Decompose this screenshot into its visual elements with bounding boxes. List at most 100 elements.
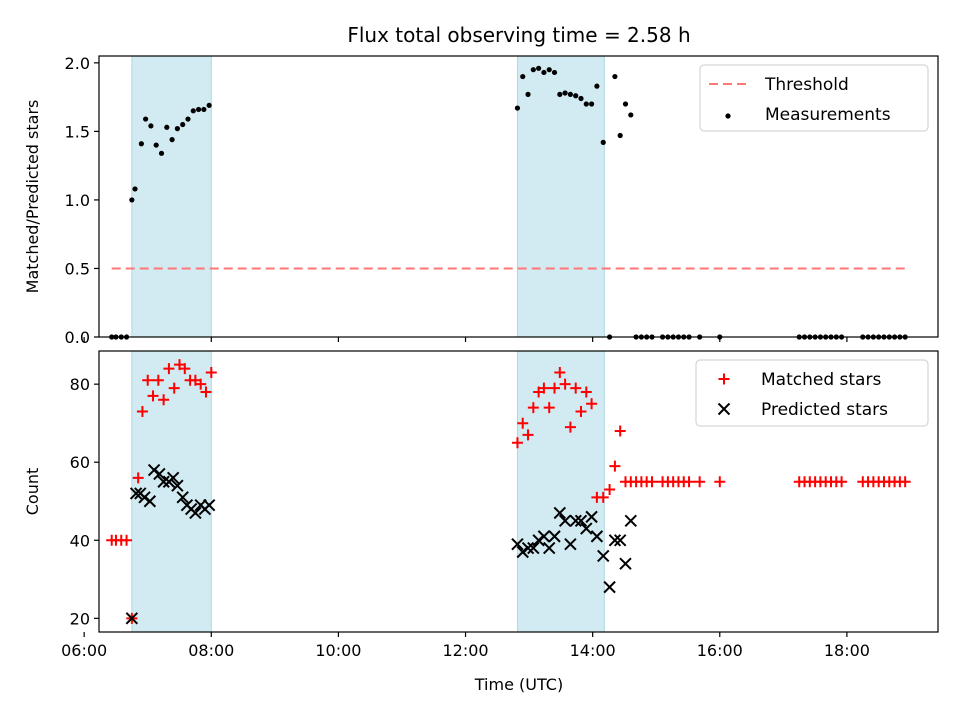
measurement-point (206, 102, 212, 108)
matched-point (147, 390, 159, 402)
measurement-point (594, 83, 600, 89)
measurement-point (180, 121, 186, 128)
legend-label: Threshold (764, 75, 849, 95)
legend-predicted-swatch (717, 402, 731, 416)
measurement-point (164, 124, 170, 130)
plot-frame (98, 350, 939, 633)
predicted-point (553, 506, 567, 520)
predicted-point (574, 514, 588, 527)
predicted-point (569, 514, 582, 527)
matched-point (714, 476, 726, 488)
x-tick-label: 16:00 (697, 641, 743, 660)
matched-point (132, 472, 144, 484)
measurement-point (190, 108, 196, 114)
matched-point (121, 534, 133, 546)
measurement-point (201, 106, 207, 113)
measurement-point (138, 141, 144, 147)
measurement-point (583, 101, 589, 107)
measurement-point (514, 105, 521, 111)
observing-interval-0 (131, 55, 212, 338)
predicted-point (521, 541, 535, 555)
y-tick-label: 2.0 (65, 54, 90, 73)
y-tick-label: 1.0 (65, 191, 90, 210)
matched-point (559, 378, 571, 390)
measurement-point (622, 101, 629, 107)
y-axis-label: Matched/Predicted stars (23, 100, 42, 294)
predicted-point (548, 530, 561, 543)
legend-label: Matched stars (761, 370, 881, 390)
predicted-point (202, 498, 216, 512)
matched-point (200, 386, 212, 398)
matched-point (575, 405, 587, 417)
legend-measurement-swatch (725, 113, 731, 119)
y-tick-label: 1.5 (65, 122, 90, 141)
predicted-point (125, 612, 139, 625)
measurement-point (567, 91, 574, 97)
legend-label: Measurements (765, 105, 891, 125)
matched-point (604, 484, 616, 496)
measurement-point (551, 69, 558, 76)
predicted-point (157, 475, 170, 488)
predicted-point (608, 534, 622, 547)
y-tick-label: 20 (70, 609, 90, 628)
y-tick-label: 80 (70, 375, 90, 394)
matched-point (538, 382, 550, 394)
matched-point (205, 366, 217, 378)
matched-point (554, 366, 566, 378)
measurement-point (628, 112, 634, 118)
predicted-point (613, 534, 627, 547)
legend: Matched stars Predicted stars (695, 359, 929, 427)
matched-point (522, 429, 534, 441)
y-tick-label: 0.5 (65, 259, 90, 278)
chart-title: Flux total observing time = 2.58 h (347, 23, 690, 47)
measurement-point (174, 126, 180, 132)
measurement-point (612, 73, 618, 80)
matched-point (168, 382, 180, 394)
measurement-point (600, 139, 606, 145)
measurement-point (195, 106, 202, 113)
x-axis-label: Time (UTC) (474, 675, 563, 694)
predicted-point (537, 530, 551, 543)
predicted-point (176, 491, 189, 504)
matched-point (152, 374, 164, 386)
predicted-point (543, 541, 556, 555)
y-tick-label: 0.0 (65, 328, 90, 347)
ratio-panel: 0.0 0.5 1.0 1.5 2.0 Matched/Predicted stars Th… (23, 54, 939, 347)
measurement-point (557, 91, 563, 97)
matched-point (158, 394, 170, 406)
legend-matched-swatch (718, 373, 730, 385)
y-tick-label: 40 (70, 531, 90, 550)
predicted-point (153, 467, 166, 481)
x-tick-label: 18:00 (824, 641, 870, 660)
matched-point (836, 476, 848, 488)
legend-label: Predicted stars (761, 400, 888, 420)
predicted-point (527, 541, 540, 555)
predicted-point (171, 479, 184, 492)
measurement-point (520, 73, 526, 80)
legend: Threshold Measurements (699, 64, 929, 132)
x-tick-label: 08:00 (188, 641, 234, 660)
plot-frame (98, 55, 939, 338)
measurement-point (153, 142, 159, 148)
observing-interval-0 (131, 350, 212, 633)
predicted-point (129, 487, 143, 500)
predicted-point (597, 549, 610, 563)
predicted-point (564, 537, 577, 551)
x-tick-label: 06:00 (61, 641, 107, 660)
matched-point (614, 425, 626, 437)
matched-point (586, 398, 598, 410)
y-tick-label: 60 (70, 453, 90, 472)
measurement-point (573, 93, 579, 99)
predicted-point (603, 580, 616, 594)
predicted-point (585, 510, 598, 524)
measurement-point (536, 65, 542, 71)
predicted-point (624, 514, 637, 527)
x-tick-label: 12:00 (442, 641, 488, 660)
matched-point (683, 476, 695, 488)
predicted-point (580, 522, 593, 535)
y-axis-label: Count (23, 468, 42, 516)
matched-point (543, 402, 555, 414)
matched-point (609, 460, 621, 472)
observing-interval-1 (516, 350, 605, 633)
